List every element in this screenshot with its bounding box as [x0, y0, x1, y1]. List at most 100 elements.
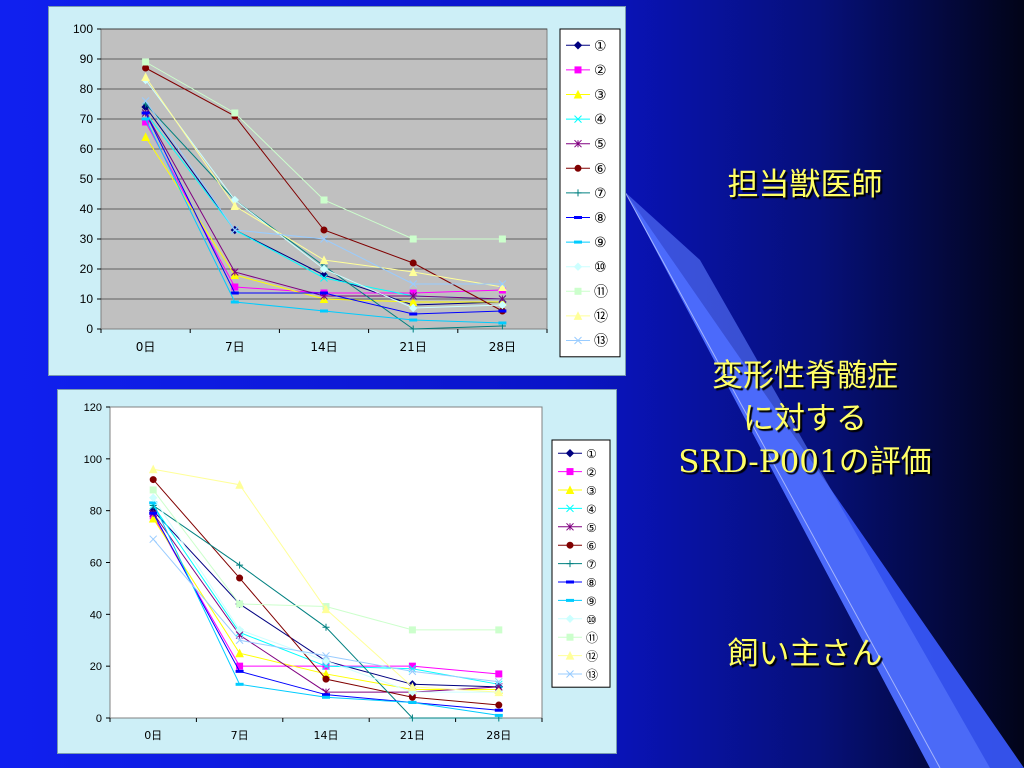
series-line	[149, 501, 503, 722]
legend-label: ⑩	[594, 260, 607, 276]
x-tick-label: 14日	[310, 340, 337, 354]
legend-label: ⑧	[594, 211, 607, 227]
legend-label: ⑥	[594, 161, 607, 177]
legend-marker	[565, 448, 575, 458]
data-point	[409, 292, 418, 300]
data-point	[409, 318, 418, 322]
data-point	[235, 480, 244, 489]
y-tick-label: 60	[80, 142, 94, 156]
legend-label: ⑫	[594, 309, 608, 325]
legend-marker	[573, 311, 583, 320]
data-point	[409, 312, 418, 316]
data-point	[236, 561, 244, 569]
data-point	[149, 535, 158, 544]
data-point	[320, 309, 328, 313]
legend-label: ⑪	[594, 284, 608, 300]
legend-marker	[566, 670, 574, 678]
data-point	[319, 264, 329, 274]
y-tick-label: 40	[80, 202, 94, 216]
data-point	[409, 235, 417, 243]
y-tick-label: 10	[80, 292, 94, 306]
legend-marker	[566, 522, 574, 531]
data-point	[230, 201, 240, 210]
data-point	[142, 64, 150, 72]
legend-marker	[565, 614, 575, 624]
data-point	[409, 259, 417, 267]
data-point	[320, 235, 328, 243]
data-point	[320, 291, 328, 295]
data-point	[230, 300, 239, 304]
data-point	[322, 662, 330, 671]
chart-vet-assessment: 0 10 20 30 40 50 60 70 80 90 100 0日 7日 14日 21日 28日 ① ② ③ ④ ⑤…	[48, 6, 626, 376]
owner-label: 飼い主さん	[727, 636, 883, 672]
legend-marker	[566, 560, 574, 568]
series-line	[148, 464, 504, 697]
y-tick-label: 30	[80, 232, 94, 246]
x-tick-label: 7日	[225, 340, 245, 354]
data-point	[149, 511, 158, 515]
x-tick-label: 0日	[136, 340, 156, 354]
x-tick-label: 7日	[231, 729, 249, 742]
y-tick-label: 0	[96, 713, 102, 725]
series-line	[142, 58, 506, 243]
legend-label: ⑨	[586, 594, 597, 608]
legend-label: ⑪	[586, 631, 598, 645]
series-line	[148, 493, 504, 697]
y-tick-label: 90	[80, 52, 94, 66]
legend-label: ⑦	[594, 186, 607, 202]
legend-label: ⑬	[594, 334, 608, 350]
data-point	[495, 626, 503, 634]
legend-marker	[566, 504, 574, 513]
legend-marker	[574, 115, 582, 123]
legend-marker	[566, 598, 574, 602]
legend-label: ⑧	[586, 576, 597, 590]
data-point	[231, 109, 239, 117]
x-tick-label: 14日	[314, 729, 339, 742]
data-point	[235, 636, 244, 645]
y-tick-label: 50	[80, 172, 94, 186]
legend-label: ④	[586, 502, 597, 516]
x-tick-label: 21日	[400, 729, 425, 742]
legend-marker	[565, 650, 575, 660]
data-point	[494, 713, 503, 717]
data-point	[236, 600, 244, 608]
data-point	[498, 235, 506, 243]
x-tick-label: 28日	[489, 340, 516, 354]
legend-marker	[574, 240, 582, 244]
data-point	[236, 574, 244, 582]
y-tick-label: 20	[90, 661, 102, 673]
legend-label: ⑤	[594, 137, 607, 153]
data-point	[321, 604, 331, 614]
y-tick-label: 80	[90, 506, 102, 518]
data-point	[494, 708, 503, 712]
legend-marker	[566, 580, 574, 584]
legend-marker	[573, 89, 583, 99]
legend-marker	[573, 41, 583, 50]
y-tick-label: 120	[84, 402, 102, 414]
y-tick-label: 100	[73, 22, 93, 36]
legend-label: ⑩	[586, 613, 597, 627]
legend-label: ①	[594, 38, 607, 54]
data-point	[498, 280, 507, 288]
data-point	[322, 675, 330, 683]
legend-marker	[574, 164, 582, 172]
data-point	[235, 648, 244, 658]
legend-label: ①	[586, 447, 597, 461]
legend-marker	[574, 66, 582, 74]
legend-label: ②	[594, 63, 607, 79]
data-point	[409, 280, 418, 288]
legend-marker	[566, 633, 574, 641]
data-point	[495, 670, 503, 678]
data-point	[230, 268, 239, 276]
y-tick-label: 70	[80, 112, 94, 126]
chart-vet-svg: 0 10 20 30 40 50 60 70 80 90 100 0日 7日 14日 21日 28日 ① ② ③ ④ ⑤…	[73, 22, 621, 358]
data-point	[408, 667, 417, 676]
data-point	[321, 656, 331, 666]
data-point	[235, 625, 244, 635]
legend-marker	[574, 336, 582, 345]
data-point	[322, 651, 330, 660]
legend-label: ⑤	[586, 521, 597, 535]
legend-marker	[574, 139, 582, 148]
evaluation-title-line1: 変形性脊髄症	[712, 358, 898, 394]
